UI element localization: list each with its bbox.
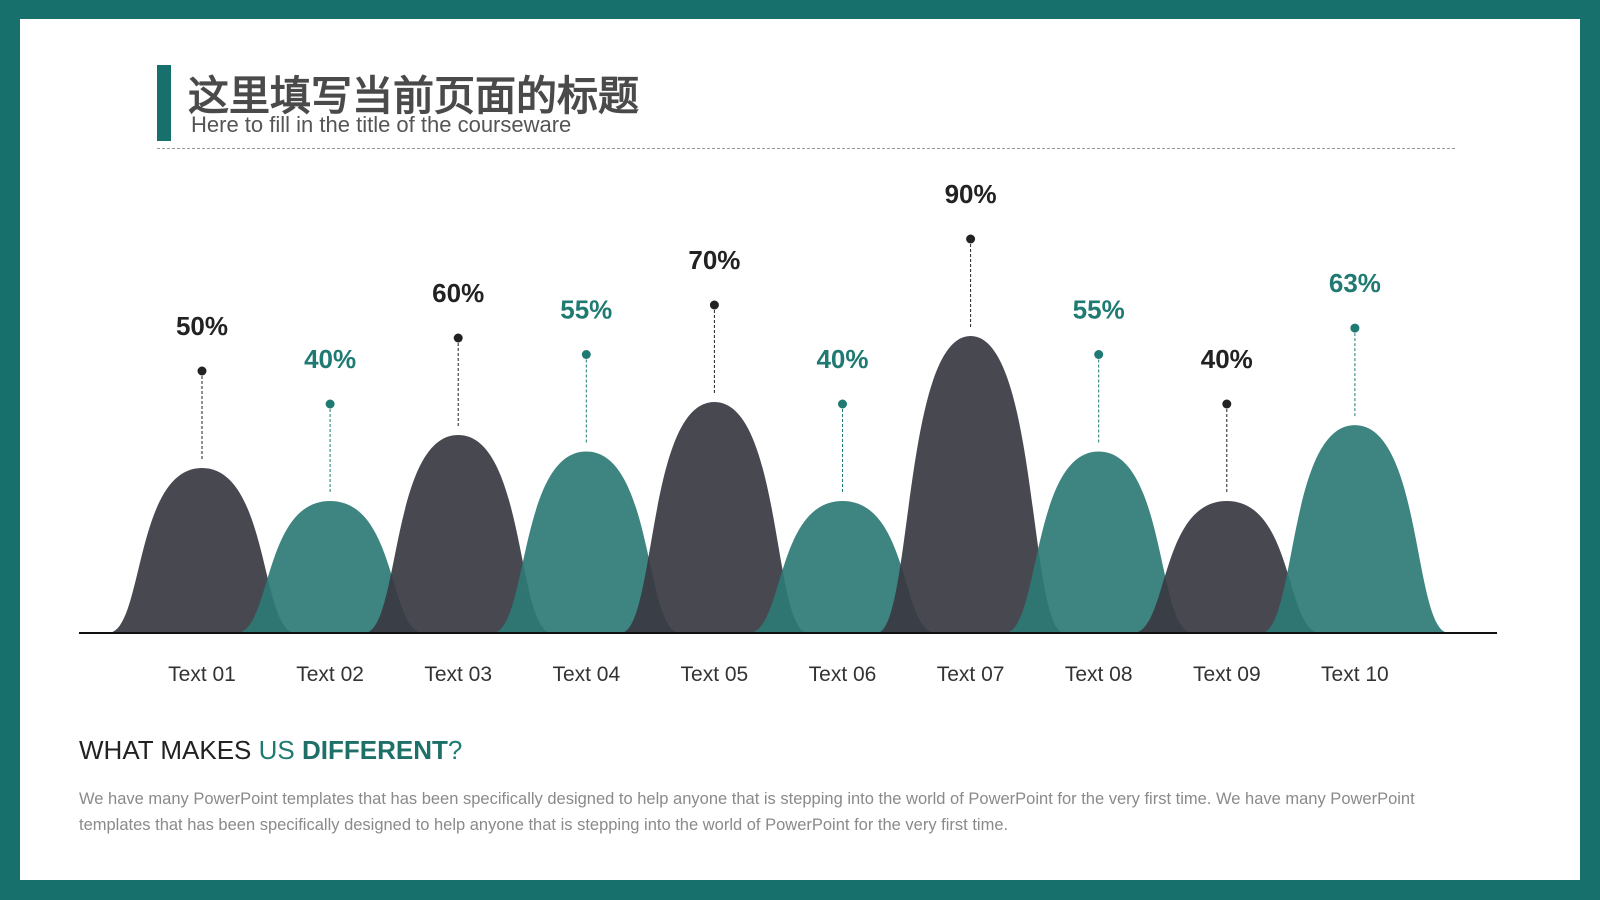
leader-dot (325, 399, 335, 409)
x-tick-label: Text 10 (1321, 663, 1389, 686)
value-label: 60% (432, 278, 484, 308)
hump (876, 336, 1065, 633)
panel (20, 19, 1580, 880)
value-label: 40% (1201, 344, 1253, 374)
x-tick-label: Text 09 (1193, 663, 1261, 686)
hump (236, 501, 425, 633)
leader-dot (453, 333, 463, 343)
value-label: 90% (945, 179, 997, 209)
x-tick-label: Text 08 (1065, 663, 1133, 686)
heading-part: US (258, 735, 302, 765)
x-tick-label: Text 05 (681, 663, 749, 686)
value-label: 55% (560, 295, 612, 325)
x-tick-label: Text 07 (937, 663, 1005, 686)
title-accent (157, 65, 171, 141)
x-tick-label: Text 03 (424, 663, 492, 686)
x-tick-label: Text 02 (296, 663, 364, 686)
leader-dot (581, 350, 591, 359)
body-text: We have many PowerPoint templates that h… (79, 790, 1415, 834)
value-label: 63% (1329, 268, 1381, 298)
hump (108, 468, 296, 633)
value-label: 55% (1073, 295, 1125, 325)
heading-part: DIFFERENT (301, 735, 448, 765)
leader-dot (1094, 350, 1104, 359)
page-title: 这里填写当前页面的标题 (188, 72, 639, 120)
hump (364, 435, 553, 633)
value-label: 40% (816, 344, 868, 374)
hump (492, 451, 681, 633)
hump (748, 501, 937, 633)
leader-dot (966, 234, 976, 244)
section-heading: WHAT MAKES US DIFFERENT? (79, 735, 462, 766)
hump (1260, 425, 1449, 633)
divider (157, 148, 1455, 149)
hump (1132, 501, 1321, 633)
leader-dot (1350, 323, 1360, 333)
value-label: 50% (176, 311, 228, 341)
leader-dot (1222, 399, 1232, 409)
heading-part: ? (447, 735, 463, 765)
x-tick-label: Text 04 (552, 663, 620, 686)
value-label: 70% (688, 245, 740, 275)
page-subtitle: Here to fill in the title of the coursew… (191, 112, 572, 137)
heading-part: WHAT MAKES (79, 735, 259, 765)
x-tick-label: Text 01 (168, 663, 236, 686)
leader-dot (838, 399, 847, 409)
hump (620, 402, 809, 633)
leader-dot (197, 366, 207, 376)
hump (1004, 451, 1193, 633)
leader-dot (709, 300, 719, 310)
x-tick-label: Text 06 (809, 663, 877, 686)
value-label: 40% (304, 344, 356, 374)
